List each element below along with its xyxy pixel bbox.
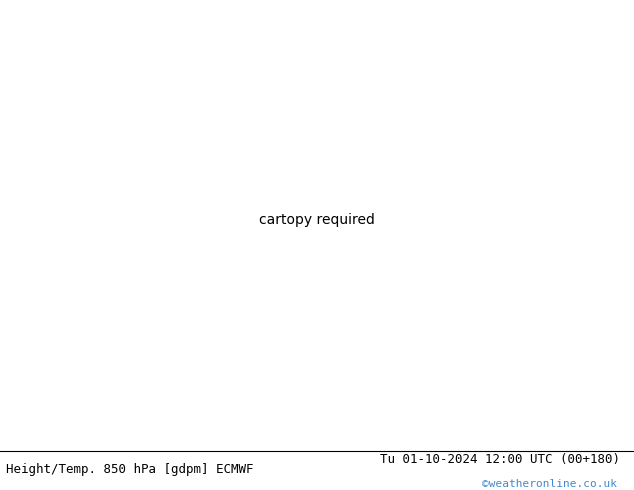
Text: Height/Temp. 850 hPa [gdpm] ECMWF: Height/Temp. 850 hPa [gdpm] ECMWF: [6, 463, 254, 475]
Text: ©weatheronline.co.uk: ©weatheronline.co.uk: [482, 479, 617, 489]
Text: Tu 01-10-2024 12:00 UTC (00+180): Tu 01-10-2024 12:00 UTC (00+180): [380, 453, 621, 466]
Text: cartopy required: cartopy required: [259, 213, 375, 227]
